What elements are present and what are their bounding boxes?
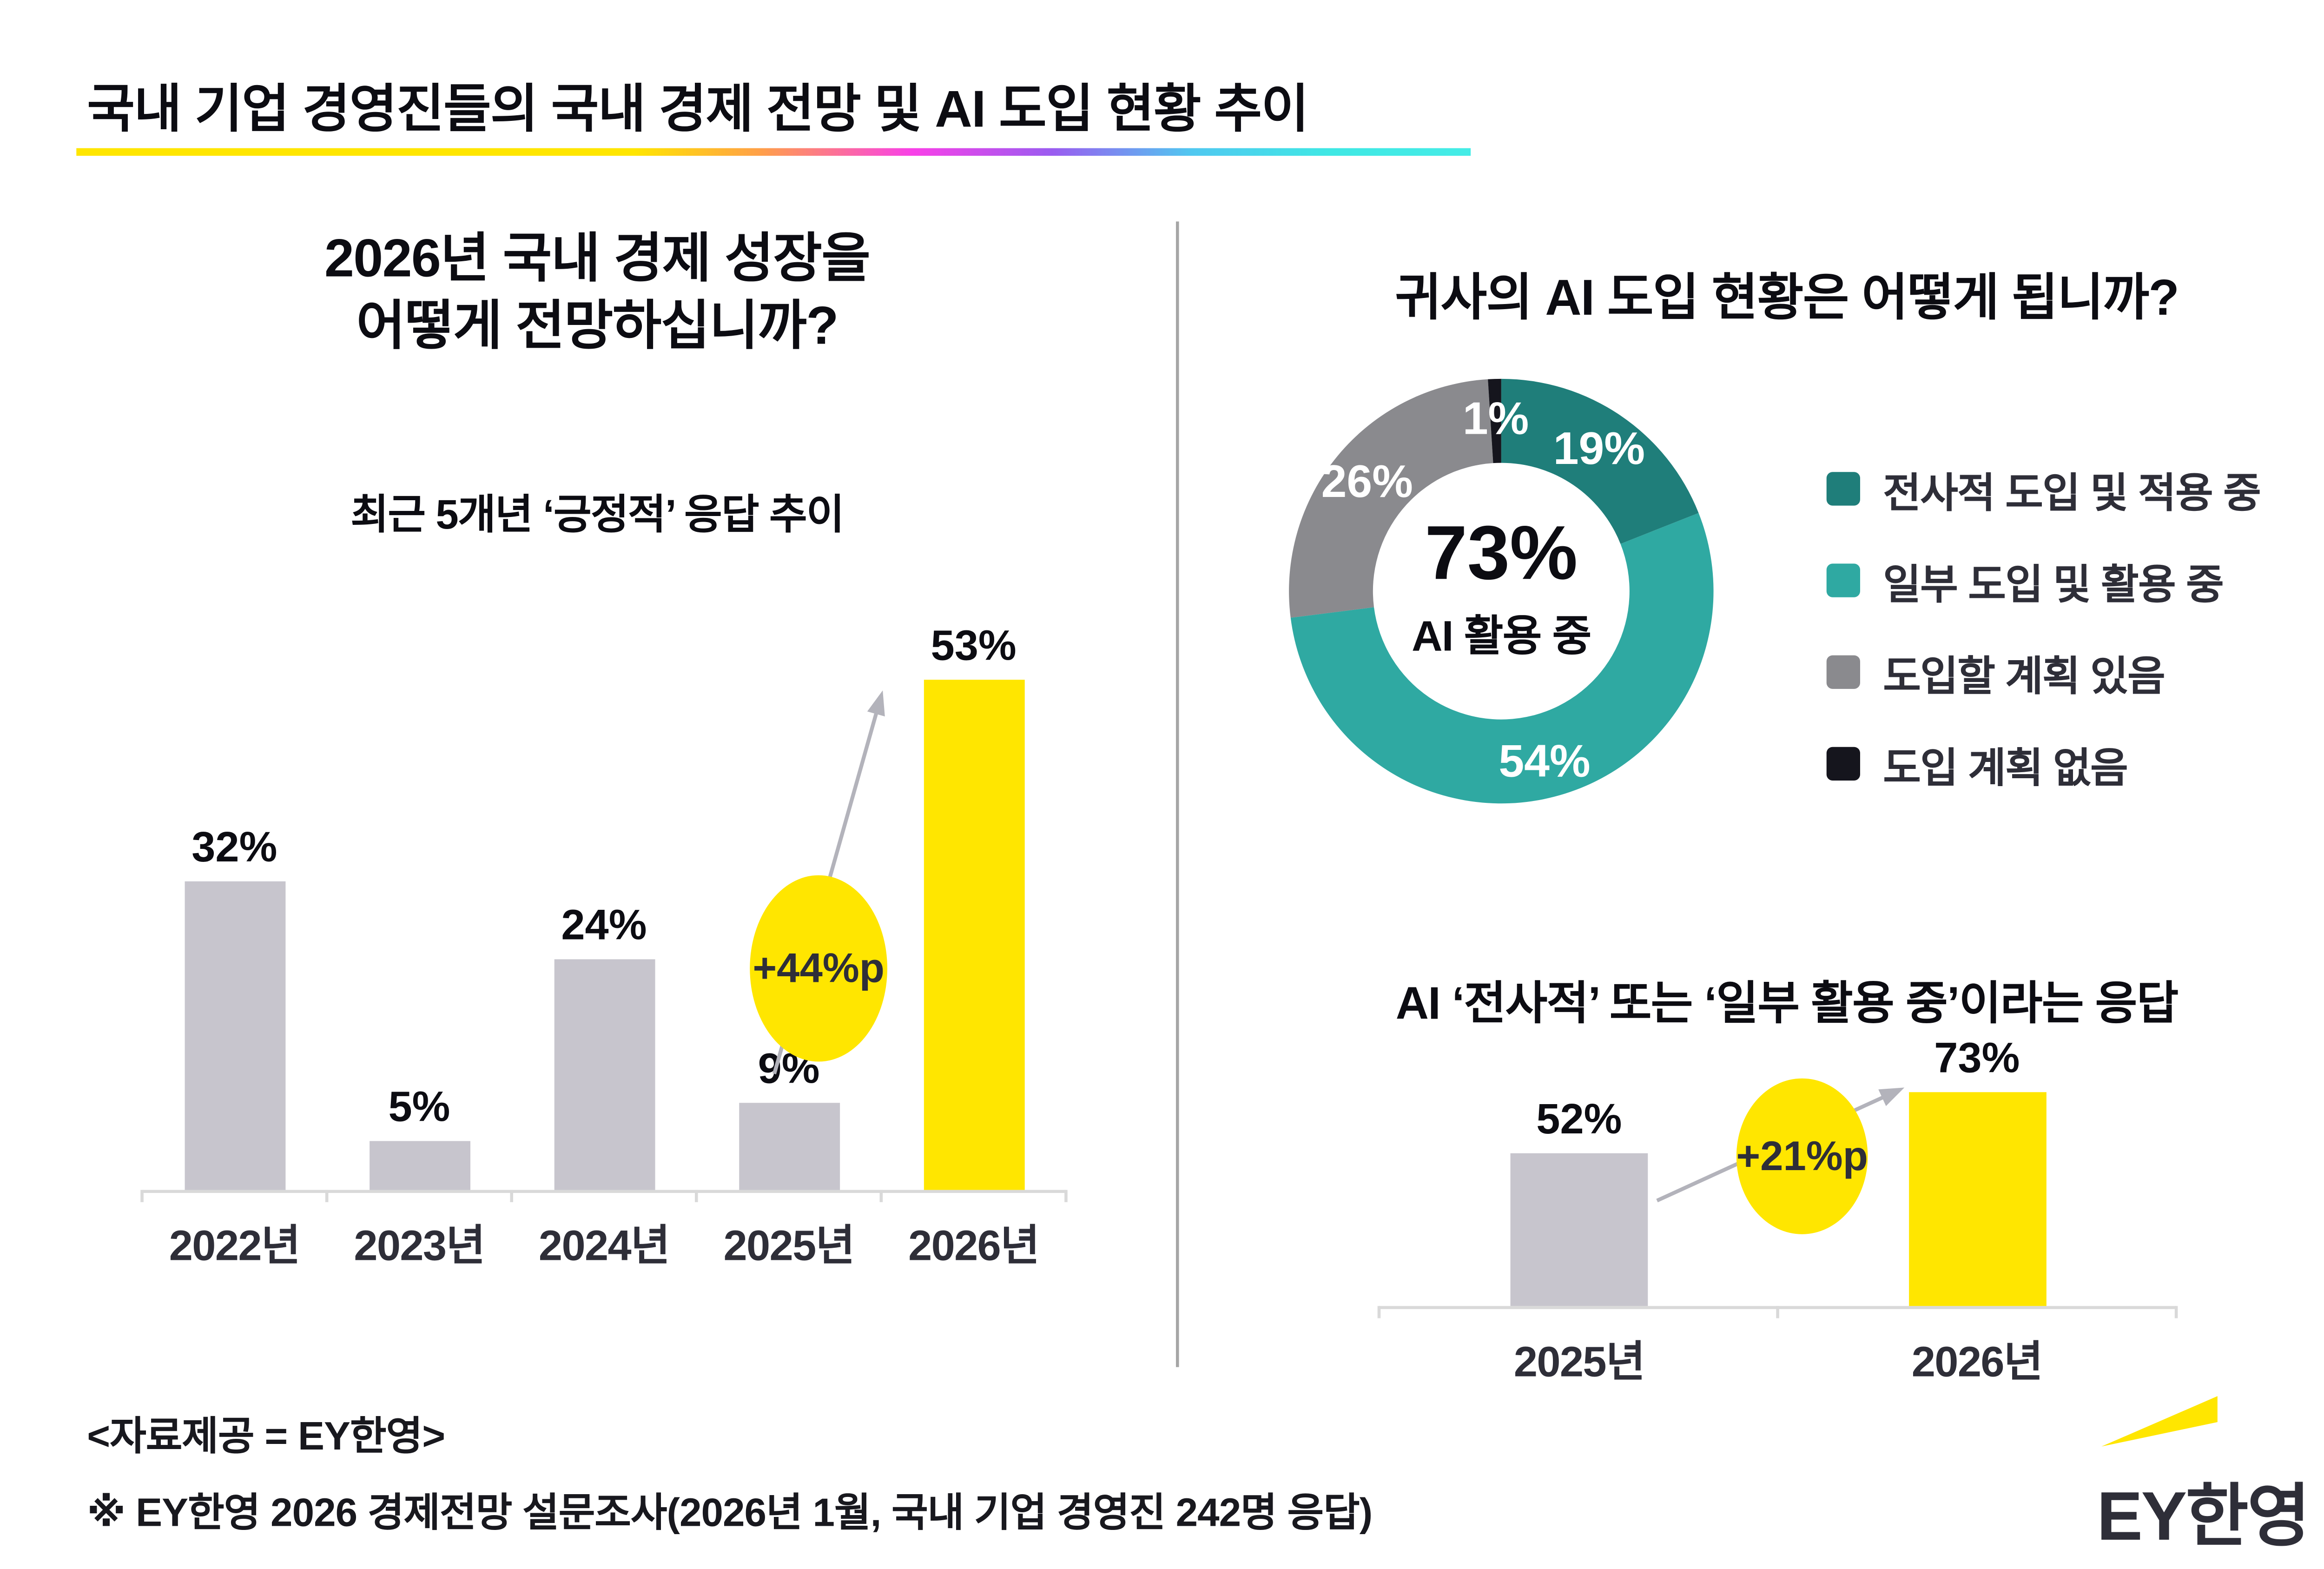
bar-2024년: [554, 959, 654, 1190]
donut-center-label: AI 활용 중: [1412, 612, 1591, 660]
section-divider: [1175, 221, 1179, 1367]
left-chart-question: 2026년 국내 경제 성장을 어떻게 전망하십니까?: [139, 226, 1055, 360]
left-chart-subtitle: 최근 5개년 ‘긍정적’ 응답 추이: [350, 491, 844, 538]
bar-2023년: [369, 1141, 470, 1190]
left-chart-question-line1: 2026년 국내 경제 성장을: [324, 229, 871, 289]
donut-center-text: 73% AI 활용 중: [1333, 512, 1669, 665]
axis-tick: [140, 1190, 144, 1202]
bar-2026년: [1908, 1092, 2046, 1306]
axis-category-label: 2022년: [169, 1222, 301, 1270]
bar-2022년: [184, 881, 285, 1190]
donut-center-value: 73%: [1425, 510, 1578, 596]
donut-segment-도입할 계획 있음: [1289, 379, 1493, 618]
source-credit: <자료제공 = EY한영>: [87, 1413, 445, 1459]
donut-segment-value: 26%: [1321, 456, 1413, 507]
axis-tick: [510, 1190, 513, 1202]
axis-tick: [2174, 1306, 2178, 1318]
bar-value-label: 73%: [1934, 1034, 2020, 1082]
donut-segment-도입 계획 없음: [1488, 378, 1501, 463]
ey-beam-icon: [2101, 1396, 2218, 1447]
axis-category-label: 2024년: [538, 1222, 670, 1270]
axis-tick: [694, 1190, 698, 1202]
legend-swatch-icon: [1826, 747, 1860, 781]
page-title: 국내 기업 경영진들의 국내 경제 전망 및 AI 도입 현황 추이: [87, 81, 1309, 139]
annotation-badge-economy-outlook: +44%p: [750, 875, 887, 1062]
legend-swatch-icon: [1826, 655, 1860, 689]
bar-2025년: [1510, 1153, 1648, 1306]
donut-segment-전사적 도입 및 적용 중: [1501, 378, 1699, 544]
legend-label: 도입 계획 없음: [1883, 744, 2128, 791]
legend-item-0: 전사적 도입 및 적용 중: [1826, 463, 2261, 516]
legend-swatch-icon: [1826, 472, 1860, 506]
axis-tick: [1377, 1306, 1381, 1318]
ey-beam-shape: [2101, 1396, 2218, 1447]
axis-line-economy-outlook: [142, 1190, 1066, 1193]
title-underline-gradient: [76, 148, 1471, 156]
donut-segment-일부 도입 및 활용 중: [1290, 513, 1714, 804]
donut-segment-value: 54%: [1499, 735, 1590, 787]
trend-chart-title: AI ‘전사적’ 또는 ‘일부 활용 중’이라는 응답: [1395, 979, 2179, 1030]
bar-value-label: 52%: [1536, 1095, 1622, 1143]
annotation-badge-ai-usage-trend: +21%p: [1736, 1078, 1868, 1234]
bar-2025년: [738, 1103, 839, 1190]
axis-tick: [879, 1190, 883, 1202]
legend-item-2: 도입할 계획 있음: [1826, 646, 2260, 699]
left-chart-question-line2: 어떻게 전망하십니까?: [356, 296, 839, 356]
axis-category-label: 2025년: [723, 1222, 855, 1270]
axis-tick: [1776, 1306, 1779, 1318]
donut-segment-value: 1%: [1463, 392, 1529, 444]
axis-category-label: 2025년: [1513, 1338, 1645, 1386]
bar-value-label: 53%: [931, 622, 1017, 669]
legend-label: 전사적 도입 및 적용 중: [1883, 470, 2261, 516]
ey-hanyoung-logo: EY한영: [2097, 1477, 2310, 1555]
axis-category-label: 2026년: [1911, 1338, 2043, 1386]
legend-label: 일부 도입 및 활용 중: [1883, 561, 2224, 608]
donut-chart-title: 귀사의 AI 도입 현황은 어떻게 됩니까?: [1395, 269, 2179, 325]
legend-item-3: 도입 계획 없음: [1826, 738, 2260, 790]
source-note: ※ EY한영 2026 경제전망 설문조사(2026년 1월, 국내 기업 경영…: [87, 1489, 1373, 1536]
axis-tick: [1064, 1190, 1068, 1202]
legend-label: 도입할 계획 있음: [1883, 653, 2165, 699]
bar-value-label: 5%: [388, 1083, 450, 1131]
bar-2026년: [923, 680, 1024, 1190]
bar-value-label: 24%: [561, 901, 647, 949]
bar-value-label: 32%: [191, 823, 277, 871]
axis-category-label: 2026년: [908, 1222, 1040, 1270]
legend-item-1: 일부 도입 및 활용 중: [1826, 555, 2260, 607]
legend-swatch-icon: [1826, 563, 1860, 597]
axis-category-label: 2023년: [354, 1222, 485, 1270]
donut-segment-value: 19%: [1553, 423, 1645, 474]
axis-tick: [325, 1190, 329, 1202]
